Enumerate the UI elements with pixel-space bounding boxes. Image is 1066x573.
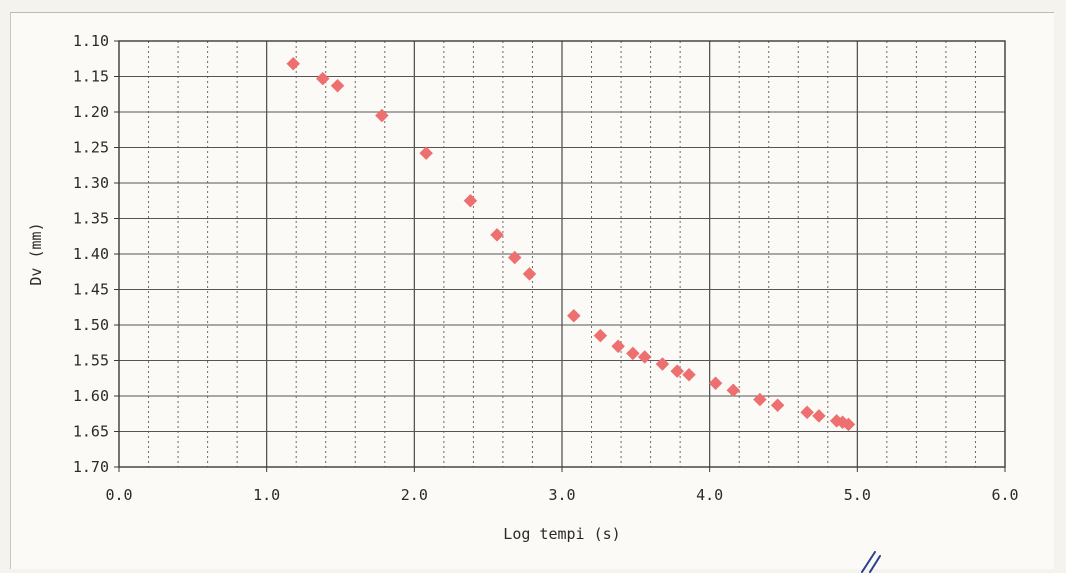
y-tick-label: 1.30 — [73, 174, 109, 192]
chart-sheet — [10, 12, 1054, 569]
x-tick-label: 4.0 — [696, 486, 723, 504]
data-point — [330, 78, 345, 93]
data-point — [770, 398, 785, 413]
y-axis-title: Dv (mm) — [27, 222, 45, 285]
x-tick-label: 1.0 — [253, 486, 280, 504]
data-point — [611, 339, 625, 354]
data-point — [726, 383, 741, 398]
y-tick-label: 1.65 — [73, 423, 109, 441]
data-point — [841, 417, 856, 432]
x-tick-labels: 0.0 1.0 2.0 3.0 4.0 5.0 6.0 — [105, 467, 1019, 504]
y-tick-label: 1.70 — [73, 458, 109, 476]
x-tick-label: 2.0 — [401, 486, 428, 504]
y-tick-label: 1.20 — [73, 103, 109, 121]
x-axis-title: Log tempi (s) — [503, 525, 620, 543]
data-point — [507, 250, 522, 265]
x-tick-label: 6.0 — [991, 486, 1018, 504]
major-grid — [119, 41, 1005, 467]
data-point — [708, 376, 723, 391]
y-tick-label: 1.15 — [73, 68, 109, 86]
data-point — [286, 56, 301, 71]
y-tick-label: 1.55 — [73, 352, 109, 370]
x-tick-label: 3.0 — [548, 486, 575, 504]
data-point — [522, 267, 537, 281]
data-point — [490, 227, 504, 242]
data-point — [626, 346, 640, 361]
y-tick-label: 1.40 — [73, 245, 109, 263]
data-point — [800, 405, 814, 420]
y-tick-label: 1.35 — [73, 210, 109, 228]
y-tick-label: 1.50 — [73, 316, 109, 334]
y-tick-label: 1.45 — [73, 281, 109, 299]
y-tick-labels: 1.10 1.15 1.20 1.25 1.30 1.35 1.40 1.45 1.50 1.55… — [73, 32, 119, 476]
data-point — [670, 364, 685, 379]
data-point — [315, 71, 330, 86]
data-point — [682, 367, 696, 382]
y-tick-label: 1.25 — [73, 139, 109, 157]
data-points — [286, 56, 856, 432]
x-tick-label: 0.0 — [105, 486, 132, 504]
data-point — [566, 308, 581, 323]
data-point — [419, 146, 434, 161]
data-point — [463, 193, 478, 208]
data-point — [374, 108, 389, 123]
data-point — [593, 328, 608, 343]
data-point — [812, 409, 826, 423]
y-tick-label: 1.10 — [73, 32, 109, 50]
data-point — [637, 350, 652, 364]
data-point — [753, 392, 767, 407]
x-tick-label: 5.0 — [844, 486, 871, 504]
y-tick-label: 1.60 — [73, 387, 109, 405]
data-point — [655, 357, 670, 371]
signature-mark — [861, 551, 881, 573]
